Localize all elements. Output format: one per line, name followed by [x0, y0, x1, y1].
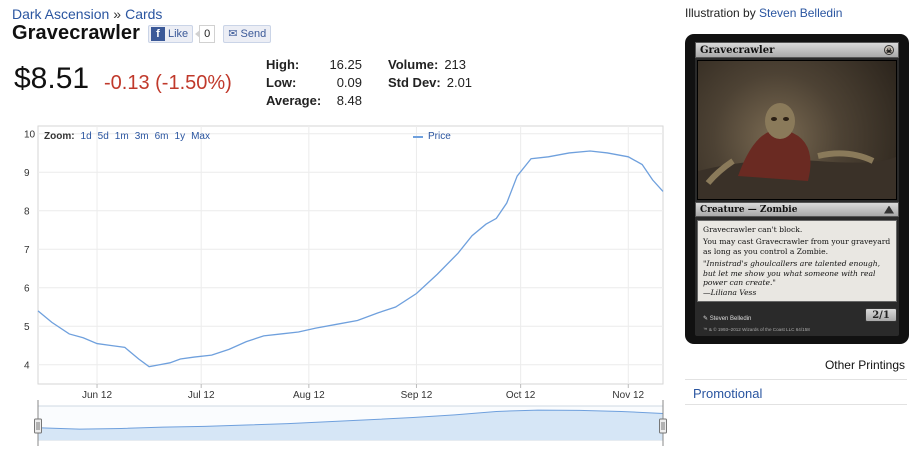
legend-label: Price	[428, 131, 451, 142]
illustration-credit: Illustration by Steven Belledin	[685, 6, 842, 20]
breadcrumb-separator: »	[113, 6, 122, 22]
zoom-1d[interactable]: 1d	[80, 131, 92, 142]
price-series-line	[37, 150, 664, 368]
y-tick-label: 6	[24, 284, 30, 295]
volume-value: 213	[444, 57, 467, 72]
y-tick-label: 7	[24, 245, 30, 256]
card-rule-2: You may cast Gravecrawler from your grav…	[703, 237, 891, 256]
stats-left: High: 16.25 Low: 0.09 Average: 8.48	[266, 56, 362, 110]
x-tick-label: Sep 12	[401, 390, 433, 401]
card-legal-text: ™ & © 1993–2012 Wizards of the Coast LLC…	[703, 327, 810, 332]
plot-area	[37, 125, 664, 385]
printing-promotional-link[interactable]: Promotional	[693, 386, 763, 401]
average-label: Average:	[266, 93, 322, 108]
card-artist-credit: ✎ Steven Belledin	[703, 315, 751, 322]
card-flavor: "Innistrad's ghoulcallers are talented e…	[703, 259, 881, 288]
zoom-bar: Zoom: 1d 5d 1m 3m 6m 1y Max	[44, 131, 216, 142]
x-tick-label: Aug 12	[293, 390, 325, 401]
zoom-1m[interactable]: 1m	[114, 131, 129, 142]
send-button[interactable]: ✉ Send	[223, 24, 272, 43]
volume-label: Volume:	[388, 57, 439, 72]
y-tick-label: 9	[24, 168, 30, 179]
current-price: $8.51	[14, 62, 90, 95]
send-icon: ✉	[228, 28, 238, 40]
send-label: Send	[240, 27, 267, 40]
zoom-3m[interactable]: 3m	[134, 131, 149, 142]
card-power-toughness: 2/1	[865, 308, 897, 322]
card-artist-credit-text: Steven Belledin	[709, 316, 752, 322]
facebook-like-button[interactable]: f Like	[147, 24, 194, 43]
zoom-label: Zoom:	[44, 131, 75, 142]
low-label: Low:	[266, 75, 297, 90]
y-tick-label: 5	[24, 322, 30, 333]
card-image-textbox: Gravecrawler can't block. You may cast G…	[697, 220, 897, 302]
breadcrumb-set-link[interactable]: Dark Ascension	[12, 6, 110, 22]
like-label: Like	[167, 27, 189, 40]
stddev-value: 2.01	[446, 75, 473, 90]
breadcrumb: Dark Ascension» Cards	[12, 6, 162, 22]
card-flavor-attribution: —Liliana Vess	[703, 287, 757, 297]
navigator-area	[38, 410, 663, 440]
illustration-prefix: Illustration by	[685, 6, 756, 20]
zoom-1y[interactable]: 1y	[174, 131, 186, 142]
y-tick-label: 10	[24, 130, 36, 141]
zombie-artwork	[698, 103, 896, 199]
zoom-6m[interactable]: 6m	[154, 131, 169, 142]
artist-link[interactable]: Steven Belledin	[759, 6, 843, 20]
x-tick-label: Jul 12	[188, 390, 215, 401]
set-symbol-icon	[884, 205, 894, 214]
chart-legend[interactable]: Price	[413, 131, 451, 142]
card-image-typebar: Creature — Zombie	[695, 202, 899, 217]
price-chart[interactable]: 4 5 6 7 8 9 10 Jun 12 Jul 12 Aug 12 Sep 12 Oct 12 No…	[0, 124, 672, 452]
navigator-line	[37, 409, 664, 430]
stats-right: Volume: 213 Std Dev: 2.01	[388, 56, 472, 92]
legend-swatch	[413, 135, 423, 138]
navigator-left-handle[interactable]	[34, 418, 42, 434]
average-value: 8.48	[336, 93, 362, 108]
breadcrumb-cards-link[interactable]: Cards	[125, 6, 163, 22]
black-mana-icon: ☠	[884, 45, 894, 55]
zoom-max[interactable]: Max	[191, 131, 210, 142]
y-tick-label: 8	[24, 207, 30, 218]
page-title: Gravecrawler	[12, 22, 140, 44]
facebook-icon: f	[150, 26, 165, 41]
paintbrush-icon: ✎	[703, 316, 709, 322]
price-change: -0.13 (-1.50%)	[104, 72, 232, 94]
price-chart-svg: 4 5 6 7 8 9 10 Jun 12 Jul 12 Aug 12 Sep 12 Oct 12 No…	[24, 125, 667, 446]
card-image-titlebar: Gravecrawler ☠	[695, 42, 899, 58]
divider	[685, 404, 907, 405]
low-value: 0.09	[336, 75, 362, 90]
high-label: High:	[266, 57, 300, 72]
zoom-5d[interactable]: 5d	[97, 131, 109, 142]
like-count: 0	[195, 24, 216, 43]
x-tick-label: Oct 12	[506, 390, 536, 401]
card-rule-1: Gravecrawler can't block.	[703, 225, 803, 234]
other-printings-heading: Other Printings	[685, 358, 907, 380]
card-artwork	[697, 60, 897, 200]
card-image: Gravecrawler ☠ Creature — Zombie	[685, 34, 909, 344]
card-image-name: Gravecrawler	[700, 44, 775, 56]
stddev-label: Std Dev:	[388, 75, 441, 90]
high-value: 16.25	[329, 57, 362, 72]
x-tick-label: Jun 12	[82, 390, 112, 401]
title-row: Gravecrawler f Like 0 ✉ Send	[12, 22, 272, 45]
card-image-type: Creature — Zombie	[700, 204, 798, 215]
navigator-right-handle[interactable]	[659, 418, 667, 434]
x-tick-label: Nov 12	[612, 390, 644, 401]
y-tick-label: 4	[24, 361, 30, 372]
